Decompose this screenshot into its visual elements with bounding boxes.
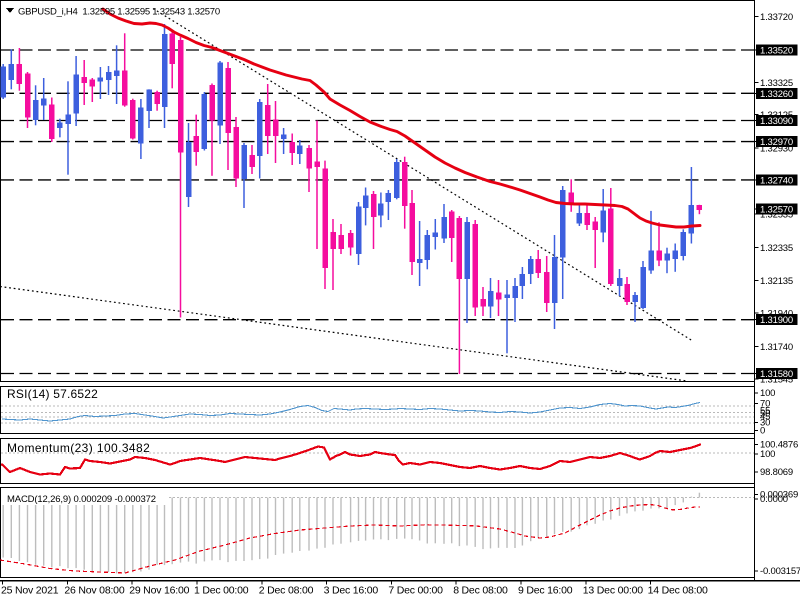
svg-text:9 Dec 16:00: 9 Dec 16:00: [518, 585, 573, 597]
svg-text:0: 0: [760, 426, 765, 437]
svg-text:25 Nov 2021: 25 Nov 2021: [1, 585, 59, 597]
svg-text:1.32335: 1.32335: [760, 243, 793, 254]
svg-text:1.32535: 1.32535: [760, 210, 793, 221]
svg-text:1.33720: 1.33720: [760, 12, 793, 23]
svg-text:RSI(14) 57.6522: RSI(14) 57.6522: [7, 387, 98, 401]
svg-text:7 Dec 00:00: 7 Dec 00:00: [388, 585, 443, 597]
svg-text:1.33520: 1.33520: [760, 46, 793, 57]
svg-text:50: 50: [760, 409, 770, 420]
svg-text:8 Dec 08:00: 8 Dec 08:00: [453, 585, 508, 597]
svg-text:100.4876: 100.4876: [760, 440, 798, 451]
svg-text:1 Dec 00:00: 1 Dec 00:00: [194, 585, 249, 597]
svg-text:-0.003157: -0.003157: [760, 566, 800, 577]
svg-text:MACD(12,26,9) 0.000209 -0.0003: MACD(12,26,9) 0.000209 -0.000372: [7, 494, 156, 505]
svg-text:1.31740: 1.31740: [760, 342, 793, 353]
svg-text:98.8069: 98.8069: [760, 467, 793, 478]
svg-text:1.31580: 1.31580: [760, 369, 793, 380]
svg-text:13 Dec 00:00: 13 Dec 00:00: [583, 585, 643, 597]
svg-text:0.000369: 0.000369: [760, 490, 798, 501]
svg-text:1.31545: 1.31545: [760, 374, 793, 385]
svg-text:1.33090: 1.33090: [760, 116, 793, 127]
svg-text:1.33325: 1.33325: [760, 78, 793, 89]
svg-text:1.32930: 1.32930: [760, 144, 793, 155]
svg-text:29 Nov 16:00: 29 Nov 16:00: [129, 585, 189, 597]
svg-text:3 Dec 16:00: 3 Dec 16:00: [324, 585, 379, 597]
svg-text:GBPUSD_i,H4 1.32595 1.32595 1: GBPUSD_i,H4 1.32595 1.32595 1.32543 1.32…: [18, 7, 220, 18]
svg-text:26 Nov 08:00: 26 Nov 08:00: [64, 585, 124, 597]
svg-text:70: 70: [760, 399, 770, 410]
svg-text:14 Dec 08:00: 14 Dec 08:00: [648, 585, 708, 597]
svg-text:1.32970: 1.32970: [760, 137, 793, 148]
svg-text:Momentum(23) 100.3482: Momentum(23) 100.3482: [7, 441, 150, 455]
svg-text:100: 100: [760, 388, 775, 399]
svg-text:55: 55: [760, 406, 770, 417]
svg-text:2 Dec 08:00: 2 Dec 08:00: [259, 585, 314, 597]
svg-text:1.32740: 1.32740: [760, 175, 793, 186]
svg-text:1.32570: 1.32570: [760, 205, 793, 216]
svg-text:1.33260: 1.33260: [760, 89, 793, 100]
svg-text:100: 100: [760, 449, 775, 460]
svg-text:45: 45: [760, 412, 770, 423]
svg-text:1.31940: 1.31940: [760, 309, 793, 320]
svg-text:1.32135: 1.32135: [760, 276, 793, 287]
svg-text:30: 30: [760, 418, 770, 429]
svg-text:0.0000: 0.0000: [760, 494, 788, 505]
svg-text:1.31900: 1.31900: [760, 315, 793, 326]
